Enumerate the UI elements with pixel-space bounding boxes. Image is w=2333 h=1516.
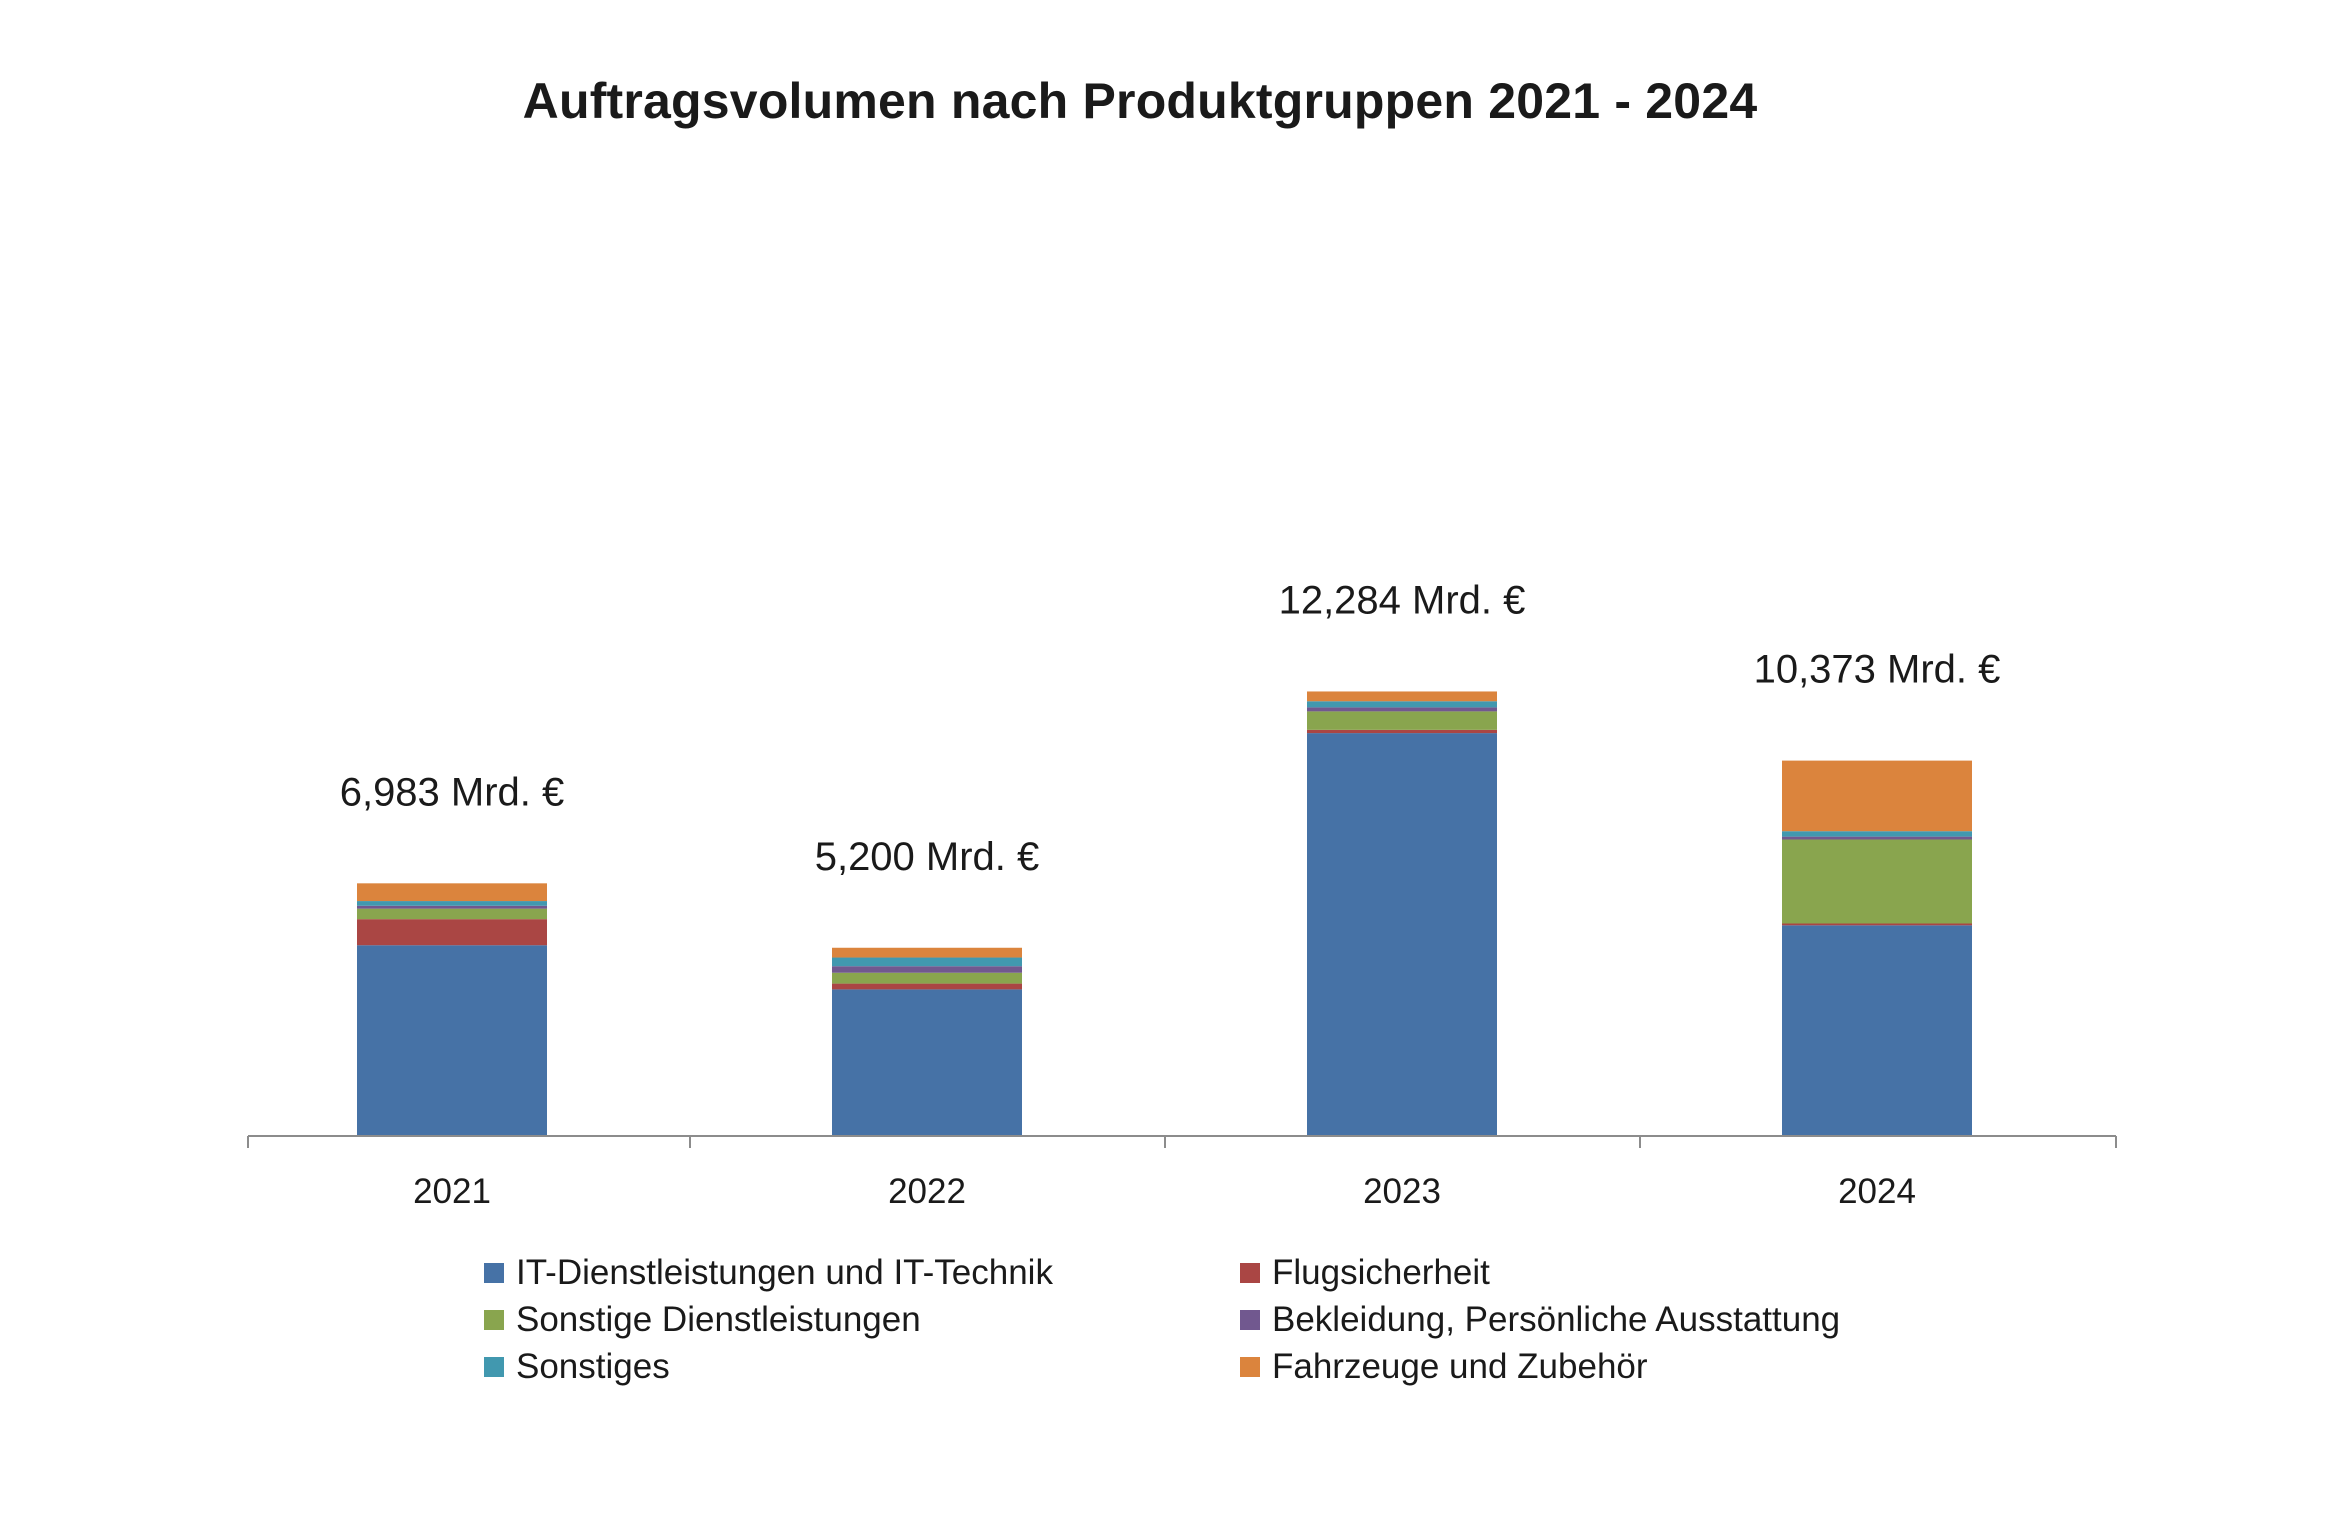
legend-swatch bbox=[1240, 1357, 1260, 1377]
legend-label: Bekleidung, Persönliche Ausstattung bbox=[1272, 1300, 1841, 1339]
bar-segment-2021-0 bbox=[357, 945, 547, 1136]
total-label-2024: 10,373 Mrd. € bbox=[1754, 648, 2001, 692]
legend-swatch bbox=[484, 1357, 504, 1377]
bar-segment-2022-4 bbox=[832, 957, 1022, 967]
total-label-2022: 5,200 Mrd. € bbox=[815, 835, 1040, 879]
chart-title: Auftragsvolumen nach Produktgruppen 2021… bbox=[522, 73, 1758, 129]
legend-swatch bbox=[1240, 1310, 1260, 1330]
bar-segment-2024-4 bbox=[1782, 831, 1972, 837]
bar-segment-2023-3 bbox=[1307, 707, 1497, 712]
bar-segment-2022-2 bbox=[832, 972, 1022, 984]
bar-segment-2021-4 bbox=[357, 901, 547, 906]
bar-segment-2022-5 bbox=[832, 947, 1022, 958]
x-tick-labels: 2021 2022 2023 2024 bbox=[413, 1172, 1916, 1211]
legend-swatch bbox=[484, 1263, 504, 1283]
bar-segment-2021-1 bbox=[357, 919, 547, 946]
x-tick-label-2022: 2022 bbox=[888, 1172, 966, 1211]
total-labels: 6,983 Mrd. € 5,200 Mrd. € 12,284 Mrd. € 10,… bbox=[340, 578, 2001, 878]
bar-segment-2023-0 bbox=[1307, 733, 1497, 1136]
bar-segment-2024-1 bbox=[1782, 923, 1972, 926]
legend-item-3: Bekleidung, Persönliche Ausstattung bbox=[1240, 1300, 1840, 1340]
bar-segment-2023-5 bbox=[1307, 691, 1497, 702]
bar-segment-2023-4 bbox=[1307, 701, 1497, 708]
legend-item-0: IT-Dienstleistungen und IT-Technik bbox=[484, 1253, 1053, 1293]
bar-segment-2021-2 bbox=[357, 908, 547, 920]
bar-segment-2021-5 bbox=[357, 883, 547, 902]
bar-segment-2021-3 bbox=[357, 905, 547, 909]
total-label-2021: 6,983 Mrd. € bbox=[340, 770, 565, 814]
bar-segment-2023-2 bbox=[1307, 711, 1497, 730]
legend-swatch bbox=[1240, 1263, 1260, 1283]
legend: IT-Dienstleistungen und IT-Technik Flugsi… bbox=[484, 1253, 1984, 1413]
x-axis bbox=[247, 1135, 2117, 1148]
legend-label: Sonstiges bbox=[516, 1347, 670, 1386]
x-tick-label-2023: 2023 bbox=[1363, 1172, 1441, 1211]
bar-segment-2022-3 bbox=[832, 966, 1022, 973]
legend-item-1: Flugsicherheit bbox=[1240, 1253, 1490, 1293]
legend-label: Flugsicherheit bbox=[1272, 1253, 1490, 1292]
legend-item-4: Sonstiges bbox=[484, 1347, 670, 1387]
legend-label: Fahrzeuge und Zubehör bbox=[1272, 1347, 1648, 1386]
x-tick-label-2024: 2024 bbox=[1838, 1172, 1916, 1211]
legend-swatch bbox=[484, 1310, 504, 1330]
legend-label: IT-Dienstleistungen und IT-Technik bbox=[516, 1253, 1053, 1292]
bar-segment-2023-1 bbox=[1307, 729, 1497, 734]
bars-layer bbox=[357, 691, 1972, 1136]
bar-segment-2024-5 bbox=[1782, 760, 1972, 832]
legend-item-5: Fahrzeuge und Zubehör bbox=[1240, 1347, 1648, 1387]
legend-item-2: Sonstige Dienstleistungen bbox=[484, 1300, 921, 1340]
bar-segment-2022-0 bbox=[832, 989, 1022, 1136]
total-label-2023: 12,284 Mrd. € bbox=[1279, 578, 1526, 622]
legend-label: Sonstige Dienstleistungen bbox=[516, 1300, 921, 1339]
bar-segment-2024-3 bbox=[1782, 836, 1972, 840]
x-tick-label-2021: 2021 bbox=[413, 1172, 491, 1211]
bar-segment-2024-2 bbox=[1782, 839, 1972, 924]
bar-segment-2022-1 bbox=[832, 983, 1022, 990]
bar-segment-2024-0 bbox=[1782, 925, 1972, 1136]
